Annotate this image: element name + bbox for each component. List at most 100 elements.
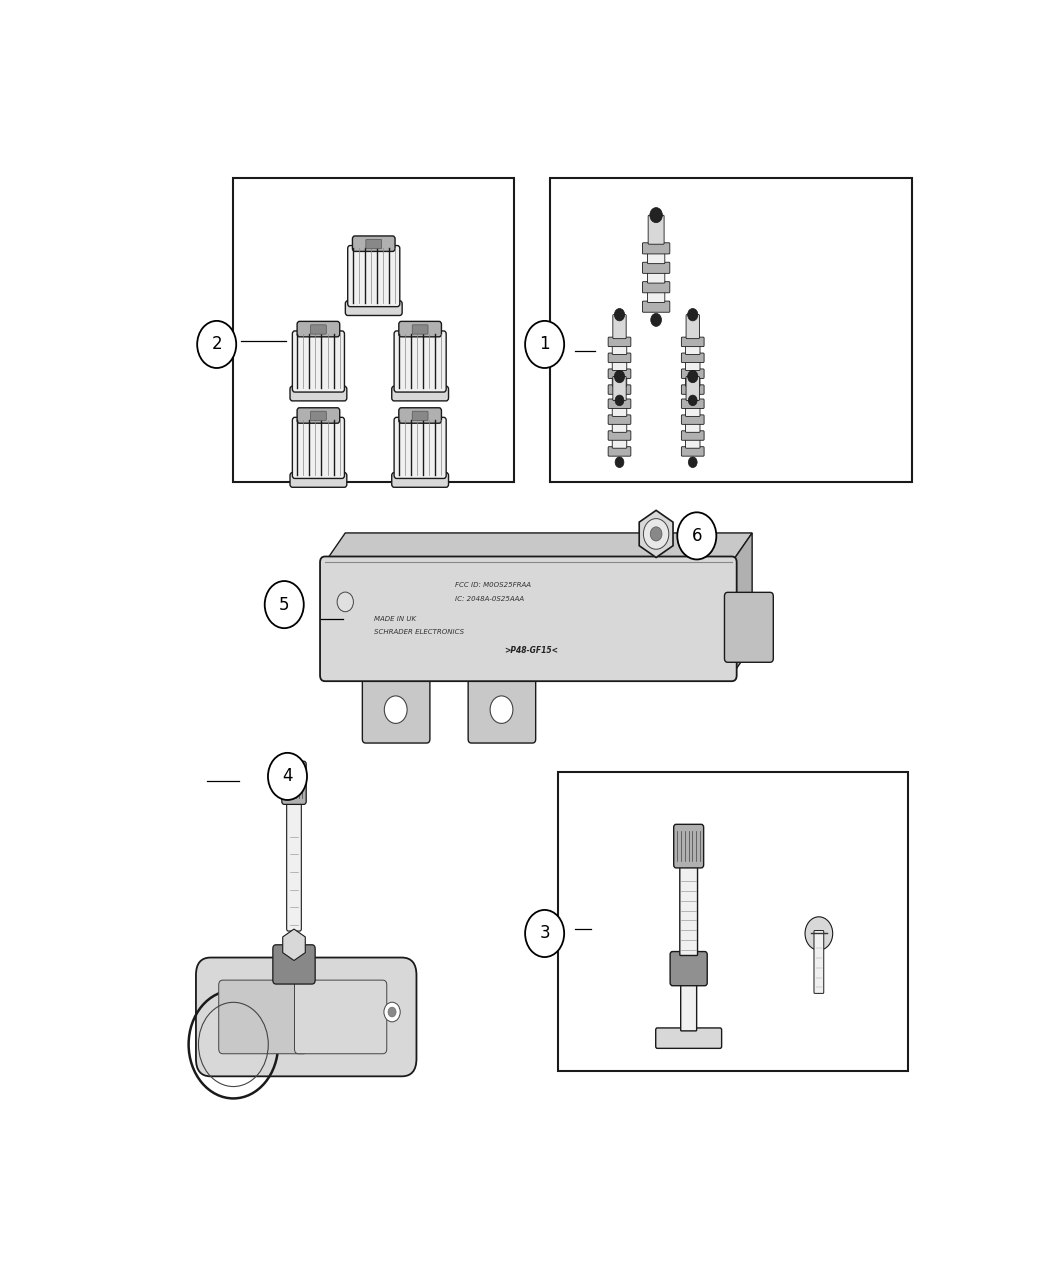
FancyBboxPatch shape	[613, 376, 626, 400]
FancyBboxPatch shape	[686, 315, 699, 339]
FancyBboxPatch shape	[612, 439, 627, 449]
FancyBboxPatch shape	[468, 664, 536, 743]
Circle shape	[688, 370, 698, 382]
Bar	[550, 177, 912, 482]
FancyBboxPatch shape	[648, 292, 665, 302]
FancyBboxPatch shape	[290, 473, 346, 487]
Circle shape	[388, 1007, 396, 1017]
FancyBboxPatch shape	[413, 412, 428, 421]
FancyBboxPatch shape	[365, 240, 381, 249]
FancyBboxPatch shape	[292, 417, 344, 478]
Circle shape	[644, 519, 669, 550]
FancyBboxPatch shape	[643, 242, 670, 254]
FancyBboxPatch shape	[345, 301, 402, 315]
FancyBboxPatch shape	[394, 417, 446, 478]
FancyBboxPatch shape	[297, 408, 340, 423]
Text: FCC ID: M0OS25FRAA: FCC ID: M0OS25FRAA	[455, 581, 531, 588]
FancyBboxPatch shape	[686, 361, 700, 371]
FancyBboxPatch shape	[608, 431, 631, 440]
Circle shape	[677, 513, 716, 560]
FancyBboxPatch shape	[608, 385, 631, 394]
FancyBboxPatch shape	[311, 412, 327, 421]
FancyBboxPatch shape	[612, 377, 627, 386]
Text: 1: 1	[540, 335, 550, 353]
FancyBboxPatch shape	[348, 246, 400, 307]
Circle shape	[265, 581, 303, 629]
Text: 2: 2	[211, 335, 222, 353]
FancyBboxPatch shape	[399, 408, 441, 423]
FancyBboxPatch shape	[394, 332, 446, 391]
FancyBboxPatch shape	[273, 945, 315, 984]
FancyBboxPatch shape	[399, 321, 441, 337]
FancyBboxPatch shape	[294, 980, 386, 1053]
Text: MADE IN UK: MADE IN UK	[374, 616, 416, 622]
Circle shape	[268, 752, 307, 799]
FancyBboxPatch shape	[608, 399, 631, 408]
Circle shape	[651, 314, 662, 326]
FancyBboxPatch shape	[612, 423, 627, 432]
FancyBboxPatch shape	[643, 282, 670, 293]
Circle shape	[615, 456, 624, 468]
Text: IC: 2048A-0S25AAA: IC: 2048A-0S25AAA	[455, 595, 524, 602]
FancyBboxPatch shape	[681, 368, 705, 379]
FancyBboxPatch shape	[681, 353, 705, 362]
FancyBboxPatch shape	[674, 825, 704, 868]
FancyBboxPatch shape	[196, 958, 417, 1076]
FancyBboxPatch shape	[648, 252, 665, 264]
FancyBboxPatch shape	[680, 982, 696, 1031]
FancyBboxPatch shape	[686, 407, 700, 417]
FancyBboxPatch shape	[290, 386, 346, 400]
FancyBboxPatch shape	[413, 325, 428, 334]
FancyBboxPatch shape	[320, 556, 737, 681]
Polygon shape	[639, 510, 673, 557]
FancyBboxPatch shape	[353, 236, 395, 251]
Text: 4: 4	[282, 768, 293, 785]
FancyBboxPatch shape	[362, 664, 429, 743]
Circle shape	[689, 395, 697, 405]
FancyBboxPatch shape	[648, 215, 664, 245]
FancyBboxPatch shape	[686, 376, 699, 400]
FancyBboxPatch shape	[814, 931, 824, 993]
FancyBboxPatch shape	[608, 368, 631, 379]
FancyBboxPatch shape	[681, 337, 705, 347]
Circle shape	[525, 910, 564, 958]
FancyBboxPatch shape	[281, 761, 307, 805]
FancyBboxPatch shape	[670, 951, 708, 986]
Text: 5: 5	[279, 595, 290, 613]
Circle shape	[689, 456, 697, 468]
FancyBboxPatch shape	[608, 446, 631, 456]
Polygon shape	[282, 929, 306, 960]
FancyBboxPatch shape	[218, 980, 308, 1053]
FancyBboxPatch shape	[681, 446, 705, 456]
FancyBboxPatch shape	[686, 377, 700, 386]
Polygon shape	[732, 533, 752, 676]
Text: >P48-GF15<: >P48-GF15<	[504, 646, 558, 655]
FancyBboxPatch shape	[643, 263, 670, 273]
FancyBboxPatch shape	[681, 385, 705, 394]
Circle shape	[197, 321, 236, 368]
FancyBboxPatch shape	[681, 431, 705, 440]
Circle shape	[490, 696, 512, 723]
FancyBboxPatch shape	[655, 1028, 721, 1048]
FancyBboxPatch shape	[392, 386, 448, 400]
FancyBboxPatch shape	[608, 337, 631, 347]
FancyBboxPatch shape	[612, 407, 627, 417]
Circle shape	[337, 592, 354, 612]
Text: 3: 3	[540, 924, 550, 942]
Text: 6: 6	[692, 527, 702, 544]
Circle shape	[650, 208, 663, 223]
Circle shape	[615, 395, 624, 405]
Circle shape	[688, 309, 698, 321]
FancyBboxPatch shape	[612, 346, 627, 354]
Circle shape	[384, 696, 407, 723]
FancyBboxPatch shape	[643, 301, 670, 312]
Circle shape	[614, 370, 625, 382]
FancyBboxPatch shape	[392, 473, 448, 487]
Bar	[233, 177, 513, 482]
FancyBboxPatch shape	[292, 332, 344, 391]
FancyBboxPatch shape	[612, 361, 627, 371]
FancyBboxPatch shape	[681, 414, 705, 425]
FancyBboxPatch shape	[311, 325, 327, 334]
FancyBboxPatch shape	[287, 799, 301, 931]
FancyBboxPatch shape	[608, 414, 631, 425]
